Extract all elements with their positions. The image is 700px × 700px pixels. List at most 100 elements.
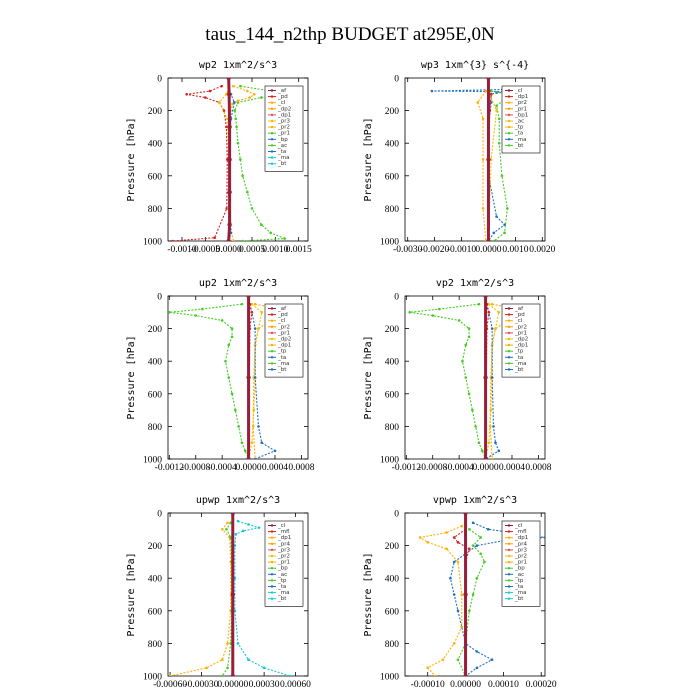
y-tick-label: 400 bbox=[385, 358, 400, 368]
data-point bbox=[246, 190, 249, 194]
legend-entry: _bp1 bbox=[514, 112, 528, 118]
data-point bbox=[486, 157, 491, 162]
data-point bbox=[468, 609, 471, 613]
data-point bbox=[226, 78, 231, 81]
legend-marker bbox=[507, 548, 511, 552]
data-point bbox=[227, 343, 231, 347]
data-point bbox=[464, 343, 468, 347]
data-point bbox=[441, 658, 445, 661]
plot-frame bbox=[404, 512, 546, 677]
data-point bbox=[483, 456, 488, 459]
plot-frame bbox=[167, 77, 309, 242]
legend-entry: _bt bbox=[514, 367, 524, 373]
legend-marker bbox=[507, 132, 511, 135]
x-tick-label: -0.00010 bbox=[411, 680, 445, 690]
legend-marker bbox=[507, 524, 511, 527]
data-point bbox=[253, 457, 257, 459]
data-point bbox=[226, 521, 229, 525]
x-tick-label: 0.0010 bbox=[502, 245, 528, 255]
data-point bbox=[481, 207, 485, 210]
legend-marker bbox=[270, 573, 274, 576]
data-point bbox=[463, 673, 468, 676]
data-point bbox=[471, 544, 475, 547]
y-tick-label: 800 bbox=[385, 423, 400, 433]
data-point bbox=[227, 157, 232, 162]
data-point bbox=[487, 441, 491, 445]
data-point bbox=[489, 93, 493, 96]
data-point bbox=[456, 658, 460, 661]
y-tick-label: 800 bbox=[148, 205, 163, 215]
series-group bbox=[171, 78, 300, 241]
y-axis-label: Pressure [hPa] bbox=[126, 335, 137, 419]
panel-5: upwp 1xm^2/s^3 Pressure [hPa] 0 200 400 600 80… bbox=[126, 495, 311, 690]
data-point bbox=[471, 408, 474, 412]
data-point bbox=[240, 441, 244, 445]
legend: _af_pd_cl_pr2_pr1_dp2_dp1_tp_ta_ma_bt bbox=[264, 303, 304, 378]
legend-marker bbox=[270, 368, 274, 371]
data-point bbox=[230, 673, 235, 676]
legend-entry: _pr1 bbox=[277, 131, 290, 137]
legend-entry: _pr1 bbox=[514, 330, 527, 336]
data-point bbox=[497, 311, 501, 314]
legend-marker bbox=[270, 536, 274, 539]
data-point bbox=[500, 174, 504, 178]
data-point bbox=[445, 547, 448, 551]
panel-title: up2 1xm^2/s^3 bbox=[199, 278, 277, 289]
data-point bbox=[253, 343, 257, 347]
panel-3: up2 1xm^2/s^3 Pressure [hPa] 0 200 400 600 800… bbox=[126, 278, 315, 473]
x-tick-label: 0.0008 bbox=[525, 463, 551, 473]
legend-entry: _dp2 bbox=[277, 106, 291, 112]
legend-marker bbox=[270, 162, 274, 165]
data-point bbox=[481, 158, 485, 161]
y-axis-label: Pressure [hPa] bbox=[363, 117, 374, 201]
x-tick-label: 0.00000 bbox=[217, 680, 248, 690]
y-tick-label: 200 bbox=[148, 542, 163, 552]
legend-entry: _pr1 bbox=[514, 560, 527, 566]
legend-entry: _mfl bbox=[277, 529, 290, 535]
data-point bbox=[408, 311, 411, 314]
data-point bbox=[241, 239, 244, 241]
data-point bbox=[269, 231, 272, 235]
data-point bbox=[221, 528, 224, 531]
legend-entry: _dp1 bbox=[514, 94, 528, 100]
data-point bbox=[449, 576, 452, 580]
legend-entry: _cl bbox=[277, 318, 286, 324]
series-line-red bbox=[485, 304, 490, 459]
data-point bbox=[426, 666, 430, 670]
legend-marker bbox=[507, 307, 511, 310]
data-point bbox=[474, 425, 477, 428]
data-point bbox=[241, 174, 244, 178]
data-point bbox=[230, 513, 235, 516]
y-tick-label: 200 bbox=[385, 542, 400, 552]
data-point bbox=[257, 526, 261, 529]
legend-marker bbox=[270, 113, 274, 117]
data-point bbox=[243, 449, 247, 453]
data-point bbox=[467, 392, 471, 396]
y-tick-label: 200 bbox=[385, 325, 400, 335]
data-point bbox=[247, 658, 250, 661]
data-point bbox=[476, 101, 479, 104]
legend-marker bbox=[270, 362, 274, 365]
legend-entry: _dp1 bbox=[514, 535, 528, 541]
data-point bbox=[226, 238, 231, 241]
data-point bbox=[497, 449, 501, 453]
data-point bbox=[226, 642, 229, 645]
data-point bbox=[225, 528, 228, 531]
data-point bbox=[460, 593, 464, 596]
legend-entry: _ta bbox=[277, 149, 286, 155]
data-point bbox=[252, 408, 256, 412]
legend-marker bbox=[270, 125, 274, 129]
data-point bbox=[418, 536, 422, 539]
x-tick-label: 0.0015 bbox=[286, 245, 312, 255]
data-point bbox=[288, 674, 292, 676]
legend-marker bbox=[270, 530, 274, 533]
x-tick-label: -0.0020 bbox=[420, 245, 450, 255]
y-tick-label: 1000 bbox=[143, 673, 162, 683]
x-tick-label: 0.0000 bbox=[473, 463, 499, 473]
y-tick-label: 800 bbox=[148, 423, 163, 433]
y-axis-label: Pressure [hPa] bbox=[126, 117, 137, 201]
legend-marker bbox=[270, 331, 274, 335]
series-line-orange bbox=[229, 85, 256, 241]
y-tick-label: 0 bbox=[394, 75, 399, 85]
data-point bbox=[456, 541, 460, 544]
